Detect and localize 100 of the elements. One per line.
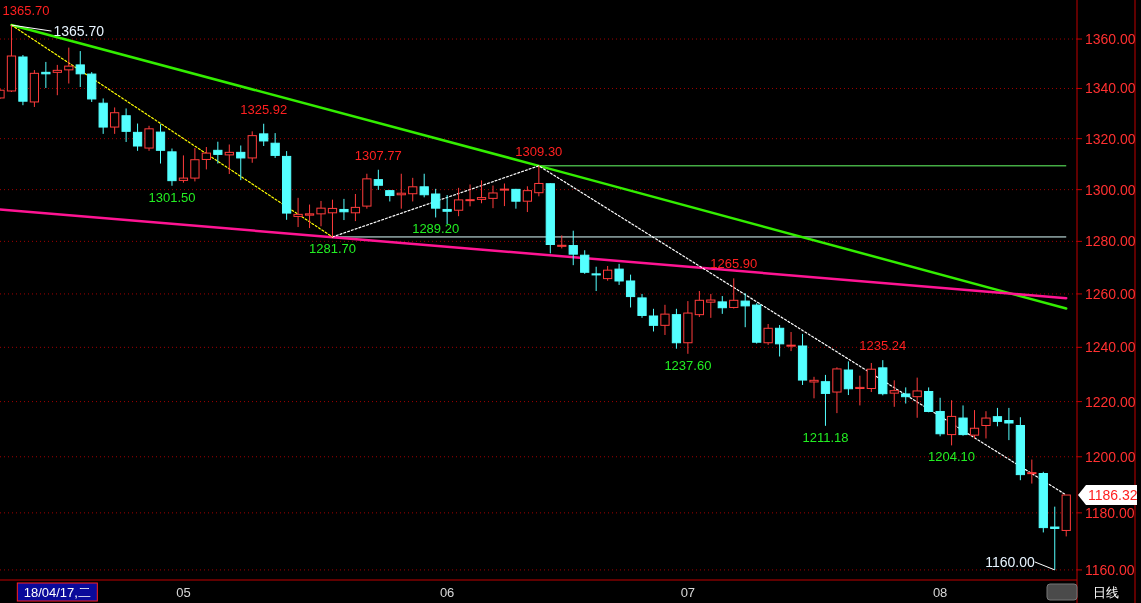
y-tick-label: 1260.00 [1085, 285, 1136, 302]
candlestick [774, 324, 785, 357]
annotation: 1325.92 [240, 101, 288, 117]
y-tick-label: 1300.00 [1085, 181, 1136, 198]
candlestick [786, 331, 796, 352]
candlestick [740, 292, 750, 328]
annotation: 1204.10 [928, 449, 976, 465]
candlestick [946, 399, 957, 446]
candlestick [832, 366, 842, 414]
candlestick [350, 193, 361, 222]
x-tick-label: 08 [932, 584, 948, 600]
y-tick-label: 1360.00 [1085, 31, 1136, 48]
y-tick-label: 1200.00 [1085, 448, 1136, 465]
annotation: 1160.00 [985, 553, 1035, 570]
candlestick [625, 274, 636, 308]
text: 1186.32 [1088, 487, 1138, 504]
candlestick [648, 308, 659, 332]
y-tick-label: 1160.00 [1085, 561, 1135, 578]
annotation: 1237.60 [664, 357, 712, 373]
annotation: 1281.70 [308, 240, 356, 256]
candlestick [316, 200, 326, 227]
x-tick-label: 18/04/17,二 [23, 584, 91, 600]
candlestick [373, 169, 383, 191]
candlestick [706, 293, 716, 319]
candlestick [912, 377, 922, 419]
y-tick-label: 1180.00 [1085, 504, 1135, 521]
candlestick [190, 147, 200, 182]
candlestick [614, 263, 624, 286]
candlestick [293, 197, 303, 228]
candlestick [820, 374, 831, 427]
candlestick [866, 362, 876, 393]
candlestick [1050, 506, 1060, 571]
candlestick [98, 97, 108, 135]
candlestick [522, 185, 533, 213]
candlestick [41, 61, 51, 89]
candlestick [969, 409, 980, 439]
candlestick [431, 188, 441, 218]
candlestick [580, 249, 590, 275]
candlestick [110, 106, 120, 135]
x-tick-label: 07 [680, 584, 696, 600]
candlestick [981, 410, 991, 439]
y-tick-label: 1240.00 [1085, 339, 1136, 356]
candlestick [809, 376, 819, 399]
annotation: 1365.70 [2, 3, 50, 19]
candlestick [568, 230, 578, 266]
y-tick-label: 1280.00 [1085, 233, 1136, 250]
candlestick [259, 123, 269, 147]
annotation: 1301.50 [148, 189, 196, 205]
candlestick [958, 404, 968, 437]
candlestick [304, 204, 315, 229]
candlestick [843, 360, 854, 396]
candlestick [408, 177, 418, 202]
candlestick [339, 198, 349, 221]
candlestick [763, 323, 773, 346]
candlestick [889, 379, 899, 408]
candlestick [236, 145, 246, 181]
x-tick-label: 06 [439, 584, 455, 600]
candlestick [591, 266, 601, 292]
candlestick [637, 293, 647, 319]
annotation: 1289.20 [412, 221, 460, 237]
candlestick [270, 132, 280, 159]
text: 日线 [1093, 584, 1119, 600]
annotation: 1211.18 [802, 429, 849, 445]
candlestick [694, 290, 704, 318]
annotation: 1235.24 [859, 338, 907, 354]
annotation: 1265.90 [710, 256, 758, 272]
candlestick [132, 123, 143, 152]
x-tick-label: 05 [176, 584, 191, 600]
candlestick [453, 187, 464, 217]
candlestick [201, 146, 211, 170]
candlestick [75, 50, 85, 88]
annotation: 1307.77 [354, 147, 402, 163]
candlestick [1004, 407, 1014, 441]
candlestick [1027, 459, 1037, 485]
candlestick [992, 407, 1003, 427]
candlestick [924, 386, 934, 413]
candlestick [660, 304, 670, 336]
candlestick [178, 154, 189, 184]
candlestick [476, 179, 487, 204]
candlestick [465, 183, 475, 207]
candlestick [52, 64, 62, 96]
candlestick [488, 185, 498, 209]
y-tick-label: 1340.00 [1085, 80, 1136, 97]
candlestick [213, 141, 223, 165]
candlestick [121, 107, 131, 143]
candlestick [144, 125, 154, 152]
annotation: 1365.70 [53, 23, 105, 40]
candlestick [729, 277, 739, 310]
candlestick [442, 194, 452, 225]
y-tick-label: 1320.00 [1085, 130, 1136, 147]
candlestick [155, 123, 166, 165]
candlestick [534, 165, 544, 197]
candlestick [855, 375, 865, 406]
candlestick [224, 143, 234, 175]
candlestick [499, 182, 510, 207]
candlestick [935, 397, 945, 437]
candlestick [327, 199, 338, 238]
candlestick [247, 130, 257, 164]
y-tick-label: 1220.00 [1085, 393, 1136, 410]
candlestick [419, 173, 429, 198]
